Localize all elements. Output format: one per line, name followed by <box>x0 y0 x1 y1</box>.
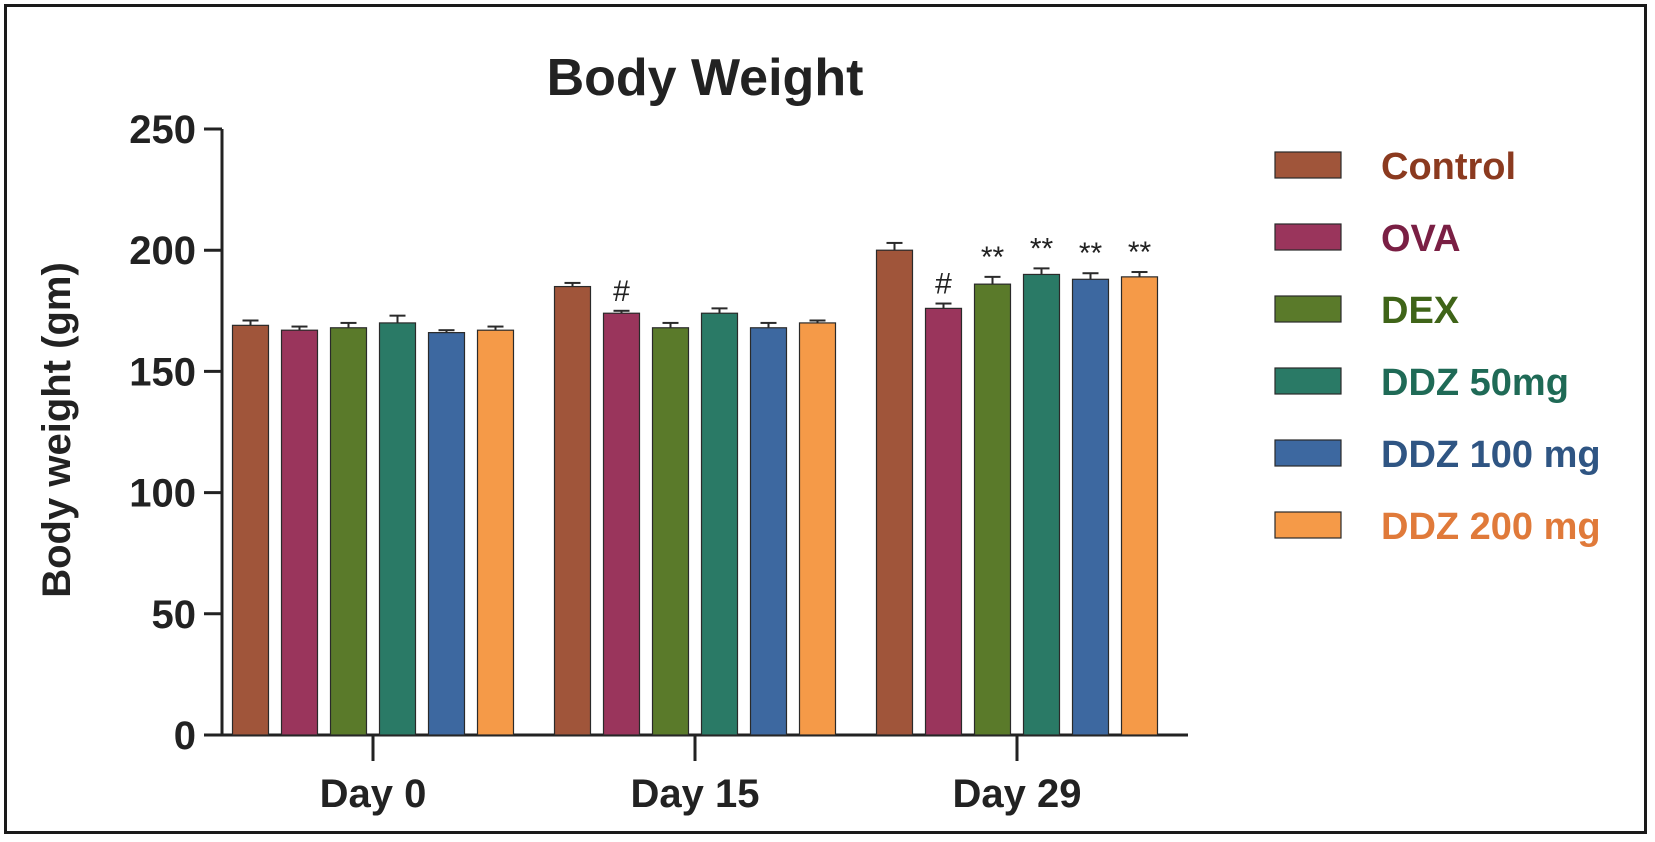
plot-area: 0 50 100 150 200 250 Day 0 Day 15 # Day 29 # ** ** **… <box>129 108 1188 816</box>
legend-swatch <box>1274 151 1342 179</box>
bar <box>329 327 368 736</box>
bar <box>427 332 466 736</box>
significance-marker: ** <box>1030 232 1054 265</box>
bar <box>1022 273 1061 736</box>
y-tick-label: 100 <box>129 472 196 516</box>
y-axis-label: Body weight (gm) <box>35 262 79 598</box>
legend-label: DDZ 50mg <box>1381 362 1569 404</box>
bar <box>798 322 837 736</box>
bar <box>1071 278 1110 736</box>
bar <box>280 329 319 736</box>
legend-label: Control <box>1381 146 1516 188</box>
legend-swatch <box>1274 367 1342 395</box>
significance-marker: # <box>935 268 952 301</box>
legend-label: DDZ 200 mg <box>1381 506 1601 548</box>
legend-label: DDZ 100 mg <box>1381 434 1601 476</box>
bar <box>700 312 739 736</box>
bar <box>1120 276 1159 736</box>
bar <box>602 312 641 736</box>
legend-swatch <box>1274 295 1342 323</box>
y-tick-label: 200 <box>129 229 196 273</box>
x-tick-label: Day 15 <box>631 772 760 816</box>
x-tick-label: Day 29 <box>953 772 1082 816</box>
y-tick-label: 50 <box>152 593 197 637</box>
bar <box>875 249 914 736</box>
bar <box>476 329 515 736</box>
bar <box>651 327 690 736</box>
significance-marker: # <box>613 275 630 308</box>
y-tick-label: 150 <box>129 350 196 394</box>
bar <box>231 324 270 736</box>
bar <box>973 283 1012 736</box>
x-tick-label: Day 0 <box>320 772 427 816</box>
legend-swatch <box>1274 511 1342 539</box>
bar <box>924 307 963 736</box>
legend-label: OVA <box>1381 218 1461 260</box>
legend-label: DEX <box>1381 290 1460 332</box>
significance-marker: ** <box>981 241 1005 274</box>
significance-marker: ** <box>1128 236 1152 269</box>
y-tick-label: 250 <box>129 108 196 152</box>
legend: Control OVA DEX DDZ 50mg DDZ 100 mg DDZ 200 m… <box>1274 146 1601 548</box>
bar <box>553 285 592 736</box>
bar <box>378 322 417 736</box>
legend-swatch <box>1274 439 1342 467</box>
y-tick-label: 0 <box>174 714 196 758</box>
bar <box>749 327 788 736</box>
legend-swatch <box>1274 223 1342 251</box>
chart-title: Body Weight <box>547 49 864 107</box>
significance-marker: ** <box>1079 237 1103 270</box>
